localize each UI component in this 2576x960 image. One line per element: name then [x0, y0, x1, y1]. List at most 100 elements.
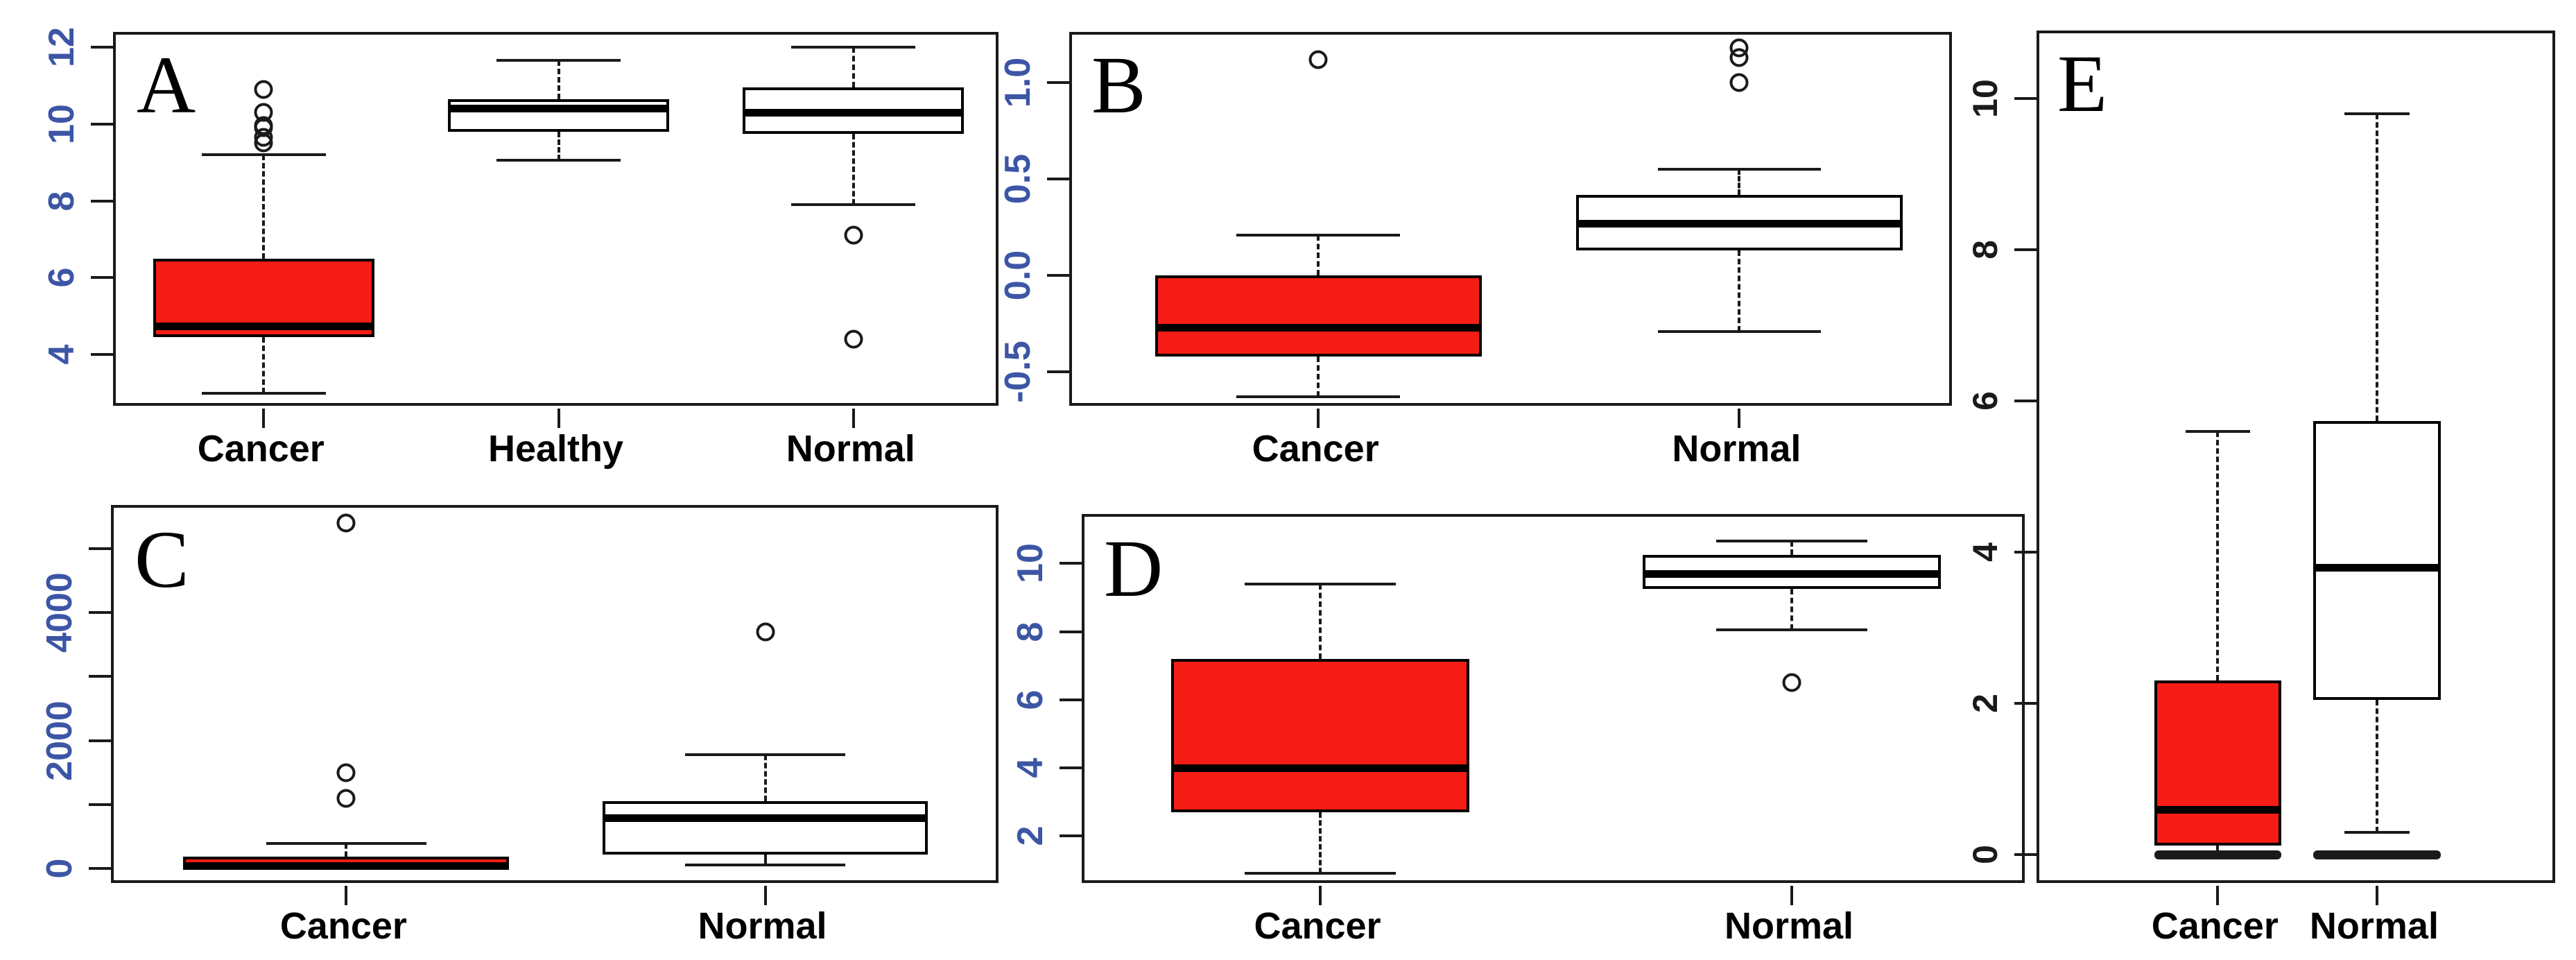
outlier-C-Normal-0	[756, 622, 775, 642]
y-tick-C-2	[89, 739, 111, 742]
category-label-A-Cancer: Cancer	[197, 428, 325, 470]
y-tick-D-0	[1060, 834, 1082, 838]
y-tick-label-E-2: 4	[1966, 542, 2005, 562]
x-tick-B-Cancer	[1317, 409, 1320, 428]
whisker-cap-lower-E-Cancer	[2154, 850, 2281, 860]
whisker-cap-lower-A-Cancer	[201, 391, 326, 395]
whisker-lower-D-Cancer	[1319, 812, 1322, 874]
whisker-cap-upper-A-Healthy	[496, 59, 621, 62]
whisker-upper-E-Cancer	[2216, 431, 2220, 681]
whisker-upper-C-Cancer	[345, 843, 348, 857]
panel-A-plot-area: A 4 6 8 10 12	[42, 27, 999, 428]
whisker-lower-D-Normal	[1790, 589, 1793, 631]
y-tick-C-3	[89, 675, 111, 678]
y-tick-label-B-1: 0.0	[998, 250, 1038, 301]
x-tick-A-Cancer	[262, 409, 266, 428]
y-tick-label-C-4: 4000	[40, 572, 80, 653]
category-label-B-Normal: Normal	[1672, 428, 1801, 470]
whisker-cap-upper-A-Normal	[791, 45, 916, 49]
outlier-D-Normal-0	[1782, 673, 1801, 692]
y-tick-D-4	[1060, 562, 1082, 565]
outlier-C-Cancer-1	[336, 763, 356, 782]
whisker-upper-E-Normal	[2375, 113, 2378, 422]
whisker-cap-lower-C-Normal	[685, 864, 845, 867]
median-D-Normal	[1643, 570, 1941, 578]
category-label-C-Cancer: Cancer	[279, 905, 407, 947]
y-tick-E-3	[2014, 399, 2037, 402]
y-tick-label-A-4: 12	[42, 26, 82, 67]
category-label-E-Cancer: Cancer	[2151, 905, 2279, 947]
median-C-Normal	[602, 814, 928, 823]
whisker-cap-upper-E-Normal	[2344, 112, 2410, 115]
y-tick-C-1	[89, 803, 111, 806]
outlier-A-Cancer-5	[254, 80, 273, 99]
y-tick-B-3	[1047, 81, 1069, 85]
y-tick-C-4	[89, 611, 111, 615]
median-A-Cancer	[153, 322, 374, 330]
median-A-Healthy	[447, 105, 670, 113]
panel-letter-D: D	[1104, 523, 1164, 614]
median-E-Cancer	[2154, 805, 2281, 814]
whisker-lower-B-Cancer	[1317, 356, 1320, 397]
x-tick-E-Normal	[2375, 886, 2378, 905]
y-tick-label-E-3: 6	[1966, 391, 2005, 411]
category-label-D-Normal: Normal	[1724, 905, 1854, 947]
box-E-Normal	[2313, 421, 2441, 700]
whisker-cap-upper-E-Cancer	[2185, 429, 2251, 433]
outlier-A-Cancer-4	[254, 103, 273, 122]
y-tick-A-4	[91, 45, 113, 49]
category-label-A-Healthy: Healthy	[487, 428, 624, 470]
y-tick-E-0	[2014, 853, 2037, 857]
whisker-cap-upper-D-Normal	[1716, 540, 1867, 543]
whisker-cap-upper-C-Normal	[685, 753, 845, 756]
whisker-upper-A-Healthy	[557, 60, 560, 99]
whisker-cap-upper-C-Cancer	[266, 842, 426, 846]
category-label-C-Normal: Normal	[698, 905, 827, 947]
panel-D-plot-area: D 2 4 6 8 10	[1010, 514, 2025, 905]
y-tick-label-B-2: 0.5	[998, 154, 1038, 205]
box-B-Cancer	[1155, 275, 1482, 357]
x-tick-A-Normal	[852, 409, 855, 428]
outlier-B-Normal-0	[1729, 73, 1749, 92]
whisker-cap-lower-B-Cancer	[1236, 395, 1400, 399]
category-label-B-Cancer: Cancer	[1252, 428, 1379, 470]
whisker-lower-A-Cancer	[262, 337, 266, 393]
whisker-lower-A-Healthy	[557, 131, 560, 161]
panel-B-plot-area: B -0.5 0.0 0.5 1.0	[998, 32, 1952, 428]
median-C-Cancer	[183, 862, 510, 870]
whisker-upper-B-Normal	[1738, 169, 1741, 195]
x-tick-C-Normal	[763, 886, 767, 905]
whisker-cap-lower-A-Healthy	[496, 159, 621, 162]
y-tick-A-3	[91, 122, 113, 126]
whisker-upper-D-Normal	[1790, 541, 1793, 555]
whisker-cap-lower-B-Normal	[1657, 329, 1822, 333]
whisker-cap-lower-D-Normal	[1716, 628, 1867, 632]
whisker-cap-upper-D-Cancer	[1245, 582, 1396, 585]
whisker-cap-upper-B-Normal	[1657, 168, 1822, 171]
x-tick-A-Healthy	[557, 409, 560, 428]
y-tick-label-D-4: 10	[1010, 543, 1051, 584]
y-tick-label-A-3: 10	[42, 103, 82, 144]
whisker-lower-C-Normal	[763, 854, 767, 866]
y-tick-E-4	[2014, 248, 2037, 251]
outlier-A-Normal-0	[844, 225, 863, 245]
panel-C-plot-area: C 0 2000 4000	[40, 505, 999, 905]
y-tick-E-5	[2014, 96, 2037, 100]
median-D-Cancer	[1171, 764, 1469, 773]
y-tick-label-A-2: 8	[42, 191, 82, 212]
panel-letter-E: E	[2057, 38, 2108, 129]
y-tick-label-E-5: 10	[1966, 78, 2005, 118]
whisker-cap-lower-A-Normal	[791, 203, 916, 207]
y-tick-E-2	[2014, 551, 2037, 554]
y-tick-D-3	[1060, 630, 1082, 633]
box-E-Cancer	[2154, 680, 2281, 846]
y-tick-label-B-0: -0.5	[998, 341, 1038, 404]
box-D-Cancer	[1171, 658, 1469, 812]
y-tick-label-D-0: 2	[1010, 825, 1051, 846]
panel-letter-A: A	[137, 40, 196, 130]
y-tick-A-2	[91, 199, 113, 203]
y-tick-label-B-3: 1.0	[998, 58, 1038, 108]
whisker-cap-lower-E-Normal	[2344, 830, 2410, 834]
whisker-lower-E-Cancer	[2216, 846, 2220, 855]
panel-E-plot-area: E 0 2 4 6 8 10	[1966, 31, 2555, 905]
